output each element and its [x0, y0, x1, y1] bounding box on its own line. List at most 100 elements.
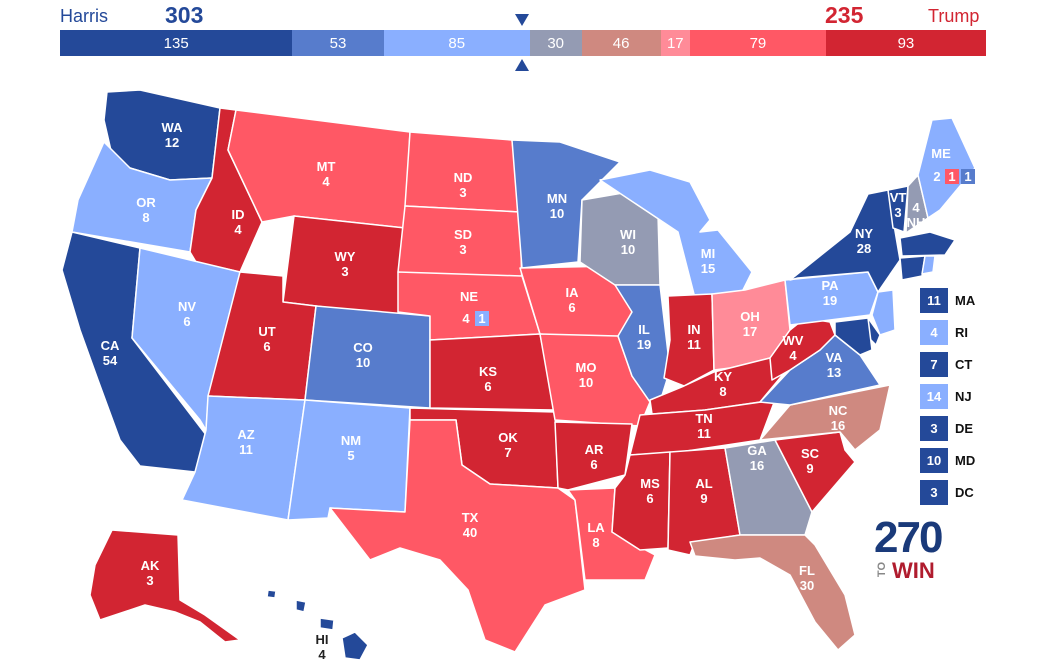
majority-marker-bottom-icon: [515, 59, 529, 71]
label-fl: FL 30: [799, 563, 815, 593]
label-az: AZ 11: [237, 427, 254, 457]
small-state-ev: 3: [920, 480, 948, 505]
label-mi: MI 15: [701, 246, 715, 276]
label-mt: MT 4: [317, 159, 336, 189]
harris-total: 303: [165, 2, 204, 28]
small-state-ev: 11: [920, 288, 948, 313]
bar-segment-safe-d: 135: [60, 30, 293, 56]
state-hi-maui[interactable]: [319, 617, 335, 631]
label-nd: ND 3: [454, 170, 473, 200]
label-ak: AK 3: [141, 558, 160, 588]
small-state-nj[interactable]: 14 NJ: [920, 384, 975, 409]
small-state-abbr: DC: [955, 485, 974, 500]
small-state-ri[interactable]: 4 RI: [920, 320, 975, 345]
me-district2-box: [961, 169, 975, 184]
label-ok: OK 7: [498, 430, 518, 460]
label-tn: TN 11: [695, 411, 712, 441]
small-state-abbr: DE: [955, 421, 974, 436]
state-ri[interactable]: [921, 255, 936, 275]
label-wv: WV 4: [783, 333, 804, 363]
270towin-logo: 270 TO WIN: [874, 516, 944, 584]
bar-segment-tilt-r: 46: [581, 30, 661, 56]
label-ca: CA 54: [101, 338, 120, 368]
majority-marker-top-icon: [515, 14, 529, 26]
trump-label: Trump: [928, 6, 980, 26]
electoral-vote-bar: 135 53 85 30 46 17 79 93: [60, 30, 986, 56]
state-md[interactable]: [834, 317, 873, 356]
small-state-abbr: MD: [955, 453, 976, 468]
state-hi-kauai[interactable]: [266, 589, 277, 599]
label-al: AL 9: [695, 476, 712, 506]
label-nc: NC 16: [829, 403, 848, 433]
state-ma[interactable]: [899, 231, 956, 257]
state-hi-oahu[interactable]: [295, 599, 307, 613]
label-co: CO 10: [353, 340, 373, 370]
label-va: VA 13: [825, 350, 843, 380]
small-state-ma[interactable]: 11 MA: [920, 288, 975, 313]
label-pa: PA 19: [821, 278, 839, 308]
label-nh: 4 NH: [907, 200, 926, 230]
label-ks: KS 6: [479, 364, 497, 394]
label-wa: WA 12: [162, 120, 184, 150]
label-ia: IA 6: [566, 285, 580, 315]
small-state-ev: 14: [920, 384, 948, 409]
label-in: IN 11: [687, 322, 701, 352]
bar-segment-safe-r: 93: [825, 30, 986, 56]
label-nm: NM 5: [341, 433, 361, 463]
trump-total: 235: [825, 2, 864, 28]
small-state-de[interactable]: 3 DE: [920, 416, 975, 441]
logo-win: WIN: [892, 558, 935, 583]
label-hi: HI 4: [316, 632, 329, 662]
small-state-ev: 7: [920, 352, 948, 377]
label-ms: MS 6: [640, 476, 660, 506]
label-mo: MO 10: [576, 360, 597, 390]
small-state-abbr: NJ: [955, 389, 972, 404]
small-state-abbr: RI: [955, 325, 968, 340]
label-ky: KY 8: [714, 369, 732, 399]
label-ne: NE: [460, 289, 478, 304]
label-ne-district: 1: [478, 311, 485, 326]
state-hi-main[interactable]: [341, 631, 369, 661]
state-nj[interactable]: [871, 289, 896, 336]
state-vt[interactable]: [887, 185, 909, 233]
label-me: ME: [931, 146, 951, 161]
state-tx[interactable]: [329, 419, 586, 653]
bar-segment-tossup: 30: [529, 30, 582, 56]
state-mi[interactable]: [599, 169, 753, 299]
label-sc: SC 9: [801, 446, 820, 476]
state-ct[interactable]: [899, 255, 926, 281]
state-ak[interactable]: [89, 529, 241, 643]
bar-segment-likely-d: 53: [292, 30, 384, 56]
logo-to: TO: [876, 562, 888, 578]
label-ny: NY 28: [855, 226, 873, 256]
small-state-abbr: CT: [955, 357, 973, 372]
state-ar[interactable]: [554, 421, 633, 491]
label-il: IL 19: [637, 322, 651, 352]
label-tx: TX 40: [462, 510, 479, 540]
small-state-ev: 3: [920, 416, 948, 441]
small-states-list: 11 MA 4 RI 7 CT 14 NJ 3 DE 10 MD 3 DC: [920, 288, 975, 512]
state-me[interactable]: [917, 117, 976, 219]
state-ga[interactable]: [724, 439, 813, 536]
small-state-ct[interactable]: 7 CT: [920, 352, 975, 377]
small-state-dc[interactable]: 3 DC: [920, 480, 975, 505]
label-me-ev: 2: [933, 169, 940, 184]
bar-segment-likely-r: 79: [689, 30, 826, 56]
label-sd: SD 3: [454, 227, 472, 257]
label-ar: AR 6: [585, 442, 604, 472]
small-state-abbr: MA: [955, 293, 976, 308]
bar-segment-lean-d: 85: [383, 30, 530, 56]
label-ne-ev: 4: [462, 311, 470, 326]
ne-district-box: [475, 311, 489, 326]
me-district1-box: [945, 169, 959, 184]
small-state-md[interactable]: 10 MD: [920, 448, 975, 473]
harris-label: Harris: [60, 6, 108, 26]
label-id: ID 4: [232, 207, 245, 237]
state-fl[interactable]: [689, 534, 856, 651]
label-vt: VT 3: [890, 190, 907, 220]
label-la: LA 8: [587, 520, 605, 550]
label-wi: WI 10: [620, 227, 636, 257]
label-me-district2: 1: [964, 169, 971, 184]
small-state-ev: 4: [920, 320, 948, 345]
